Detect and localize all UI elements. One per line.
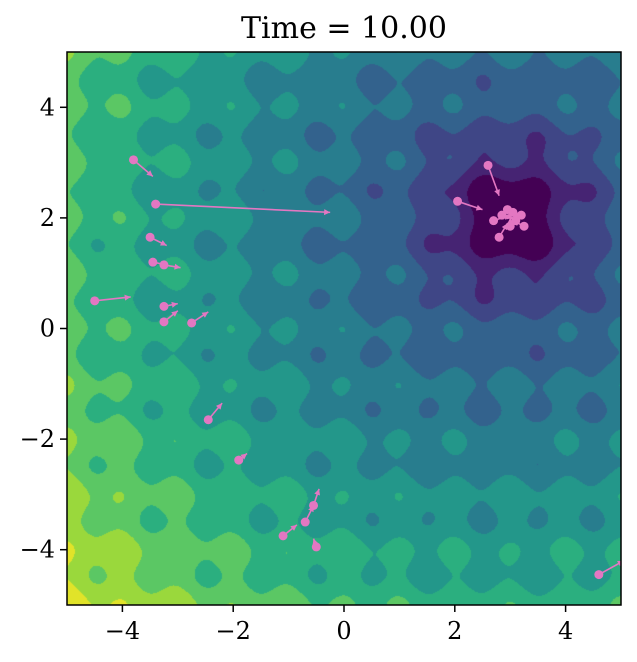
particle-point (300, 517, 310, 527)
particle-arrow-head (160, 240, 167, 246)
particle (512, 219, 529, 231)
particle-point (489, 216, 499, 226)
particle (483, 160, 500, 197)
x-axis: −4 −2 0 2 4 (105, 605, 573, 645)
particle-point (483, 160, 493, 170)
particle (594, 560, 621, 580)
particle-point (519, 221, 529, 231)
particle-point (594, 570, 604, 580)
particle-arrow-head (494, 189, 500, 196)
x-tick-label: 0 (336, 617, 351, 645)
particle-arrow-head (314, 488, 321, 496)
particle (128, 155, 154, 178)
particle-point (128, 155, 138, 165)
particle-point (148, 257, 158, 267)
particle-point (90, 296, 100, 306)
particle (90, 294, 131, 306)
heatmap-field (67, 52, 621, 605)
particle-arrow-head (617, 560, 621, 567)
heatmap-field-container (67, 52, 621, 605)
particle-point (234, 455, 244, 465)
particle-point (151, 199, 161, 209)
particle-point (159, 301, 169, 311)
particle-point (159, 317, 169, 327)
particle-arrow-head (215, 403, 223, 410)
particle-arrow-head (290, 524, 297, 531)
x-tick-label: 4 (558, 617, 573, 645)
particle (151, 199, 331, 216)
particle (497, 210, 514, 220)
particle (505, 217, 515, 231)
x-tick-label: −4 (105, 617, 140, 645)
particles-layer (90, 155, 621, 580)
particle (159, 310, 179, 327)
particle-point (497, 210, 507, 220)
particle (159, 301, 178, 311)
particle-point (309, 500, 319, 510)
particle-arrow-head (171, 301, 178, 308)
y-tick-label: 4 (40, 93, 55, 121)
particle-arrow-head (171, 310, 178, 317)
particle-point (278, 531, 288, 541)
particle (512, 210, 526, 220)
particle-arrow-head (124, 294, 131, 301)
particle-point (145, 232, 155, 242)
particle-point (516, 210, 526, 220)
particle-point (159, 260, 169, 270)
particle (278, 524, 298, 541)
particle-velocity-arrow (94, 296, 131, 302)
particle (203, 402, 223, 425)
particle-velocity-arrow (155, 203, 331, 214)
particle-arrow-head (240, 453, 248, 460)
particle-point (505, 221, 515, 231)
particle-point (187, 318, 197, 328)
particle-point (311, 542, 321, 552)
particle-point (453, 196, 463, 206)
y-tick-label: 0 (40, 315, 55, 343)
particle (187, 311, 209, 328)
x-tick-label: 2 (447, 617, 462, 645)
particle-point (203, 415, 213, 425)
particle (159, 260, 181, 270)
particle-arrow-head (475, 204, 483, 211)
y-tick-label: −2 (20, 425, 55, 453)
particle-arrow-head (174, 263, 181, 270)
y-axis: −4 −2 0 2 4 (20, 93, 67, 564)
particle (309, 488, 321, 510)
particle-point (494, 232, 504, 242)
y-tick-label: 2 (40, 204, 55, 232)
particle-arrow-head (512, 220, 520, 227)
x-tick-label: −2 (216, 617, 251, 645)
particle (234, 452, 248, 465)
particle-arrow-head (146, 170, 153, 177)
y-tick-label: −4 (20, 536, 55, 564)
particle-arrow-head (201, 311, 209, 318)
particle (311, 538, 321, 552)
particle (508, 207, 518, 217)
particle (453, 196, 483, 211)
chart-title: Time = 10.00 (241, 11, 447, 46)
particle (145, 232, 168, 247)
particle-point (508, 207, 518, 217)
particle-arrow-head (324, 209, 331, 216)
